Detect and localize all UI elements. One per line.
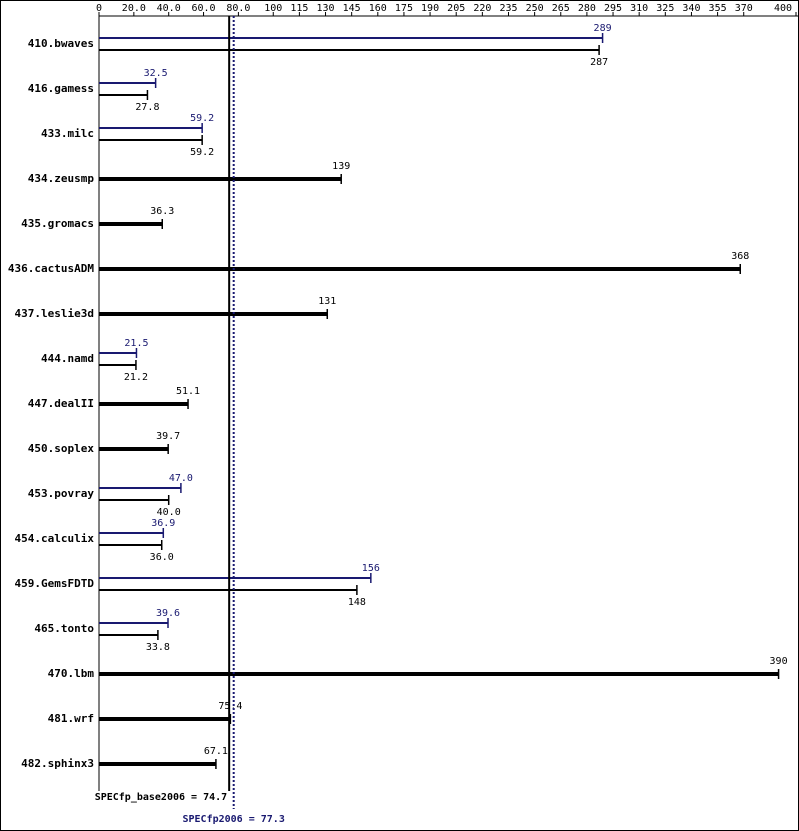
category-label: 434.zeusmp: [28, 172, 95, 185]
value-label: 36.9: [151, 518, 175, 529]
x-tick-label: 265: [552, 3, 570, 14]
value-label: 67.1: [204, 746, 228, 757]
category-label: 470.lbm: [48, 667, 95, 680]
x-tick-label: 250: [526, 3, 544, 14]
category-label: 453.povray: [28, 487, 95, 500]
x-tick-label: 20.0: [122, 3, 146, 14]
x-tick-label: 115: [290, 3, 308, 14]
value-label: 36.0: [150, 552, 174, 563]
value-label: 139: [332, 161, 350, 172]
category-label: 482.sphinx3: [21, 757, 94, 770]
value-label: 131: [318, 296, 336, 307]
value-label: 51.1: [176, 386, 200, 397]
category-label: 447.dealII: [28, 397, 94, 410]
category-label: 465.tonto: [34, 622, 94, 635]
x-tick-label: 280: [578, 3, 596, 14]
value-label: 59.2: [190, 113, 214, 124]
x-tick-label: 130: [316, 3, 334, 14]
value-label: 36.3: [150, 206, 174, 217]
value-label: 287: [590, 57, 608, 68]
value-label: 59.2: [190, 147, 214, 158]
category-label: 454.calculix: [15, 532, 95, 545]
x-tick-label: 340: [682, 3, 700, 14]
x-tick-label: 220: [473, 3, 491, 14]
x-tick-label: 370: [735, 3, 753, 14]
value-label: 368: [731, 251, 749, 262]
x-tick-label: 175: [395, 3, 413, 14]
category-label: 436.cactusADM: [8, 262, 94, 275]
category-label: 459.GemsFDTD: [15, 577, 95, 590]
value-label: 21.2: [124, 372, 148, 383]
category-label: 416.gamess: [28, 82, 94, 95]
value-label: 75.4: [218, 701, 242, 712]
value-label: 148: [348, 597, 366, 608]
reference-label: SPECfp2006 = 77.3: [183, 814, 285, 825]
x-tick-label: 325: [656, 3, 674, 14]
value-label: 39.6: [156, 608, 180, 619]
category-label: 444.namd: [41, 352, 94, 365]
x-tick-label: 310: [630, 3, 648, 14]
x-tick-label: 0: [96, 3, 102, 14]
category-label: 450.soplex: [28, 442, 95, 455]
reference-label: SPECfp_base2006 = 74.7: [95, 792, 227, 803]
value-label: 39.7: [156, 431, 180, 442]
x-tick-label: 40.0: [157, 3, 181, 14]
value-label: 156: [362, 563, 380, 574]
x-tick-label: 190: [421, 3, 439, 14]
x-tick-label: 235: [499, 3, 517, 14]
x-tick-label: 400: [774, 3, 792, 14]
value-label: 21.5: [124, 338, 148, 349]
x-tick-label: 100: [264, 3, 282, 14]
value-label: 47.0: [169, 473, 193, 484]
x-tick-label: 295: [604, 3, 622, 14]
x-tick-label: 60.0: [192, 3, 216, 14]
category-label: 437.leslie3d: [15, 307, 94, 320]
value-label: 32.5: [144, 68, 168, 79]
category-label: 435.gromacs: [21, 217, 94, 230]
x-tick-label: 355: [709, 3, 727, 14]
x-tick-label: 205: [447, 3, 465, 14]
value-label: 390: [770, 656, 788, 667]
category-label: 410.bwaves: [28, 37, 94, 50]
value-label: 33.8: [146, 642, 170, 653]
category-label: 433.milc: [41, 127, 94, 140]
x-tick-label: 80.0: [226, 3, 250, 14]
category-label: 481.wrf: [48, 712, 94, 725]
x-tick-label: 160: [369, 3, 387, 14]
x-tick-label: 145: [343, 3, 361, 14]
value-label: 289: [594, 23, 612, 34]
value-label: 27.8: [135, 102, 159, 113]
value-label: 40.0: [157, 507, 181, 518]
